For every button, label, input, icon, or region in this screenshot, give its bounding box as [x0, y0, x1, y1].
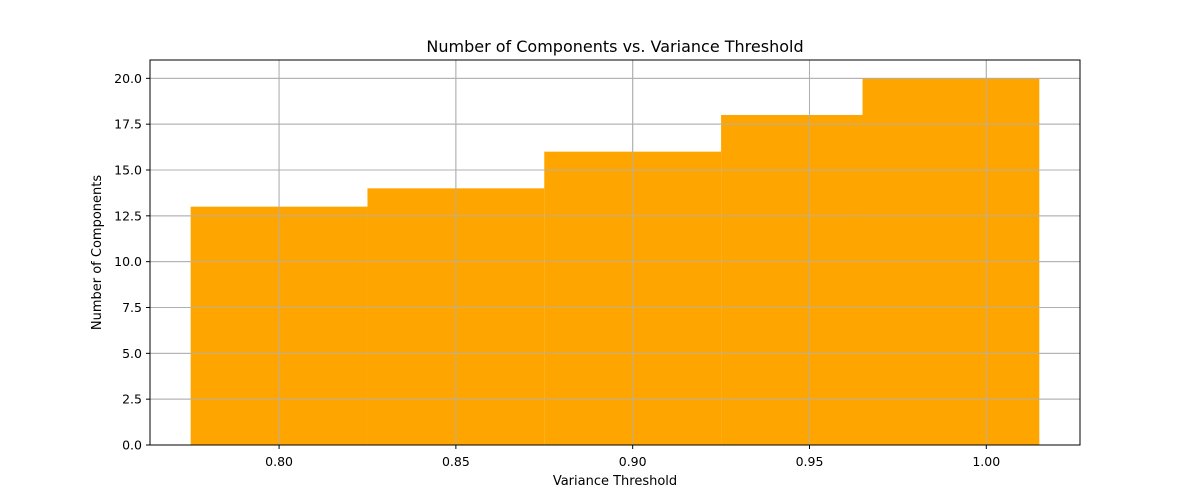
y-tick-label: 12.5	[114, 208, 142, 223]
y-tick-label: 2.5	[122, 392, 142, 407]
y-axis-label: Number of Components	[90, 175, 105, 330]
y-tick-label: 5.0	[122, 346, 142, 361]
chart-title: Number of Components vs. Variance Thresh…	[426, 37, 803, 56]
x-tick-label: 0.85	[442, 454, 470, 469]
y-tick-label: 20.0	[114, 71, 142, 86]
plot-frame	[149, 59, 1081, 446]
y-tick-label: 0.0	[122, 438, 142, 453]
y-tick-label: 7.5	[122, 300, 142, 315]
x-tick-label: 0.90	[619, 454, 647, 469]
x-tick-label: 1.00	[972, 454, 1000, 469]
y-tick-label: 17.5	[114, 117, 142, 132]
y-tick-label: 15.0	[114, 163, 142, 178]
x-tick-label: 0.95	[796, 454, 824, 469]
x-axis-label: Variance Threshold	[553, 474, 677, 489]
x-tick-label: 0.80	[265, 454, 293, 469]
ticks: 0.80 0.85 0.90 0.95 1.00 0.0 2.5 5.0 7.5 10.0 12.5…	[114, 71, 1000, 469]
y-tick-label: 10.0	[114, 254, 142, 269]
